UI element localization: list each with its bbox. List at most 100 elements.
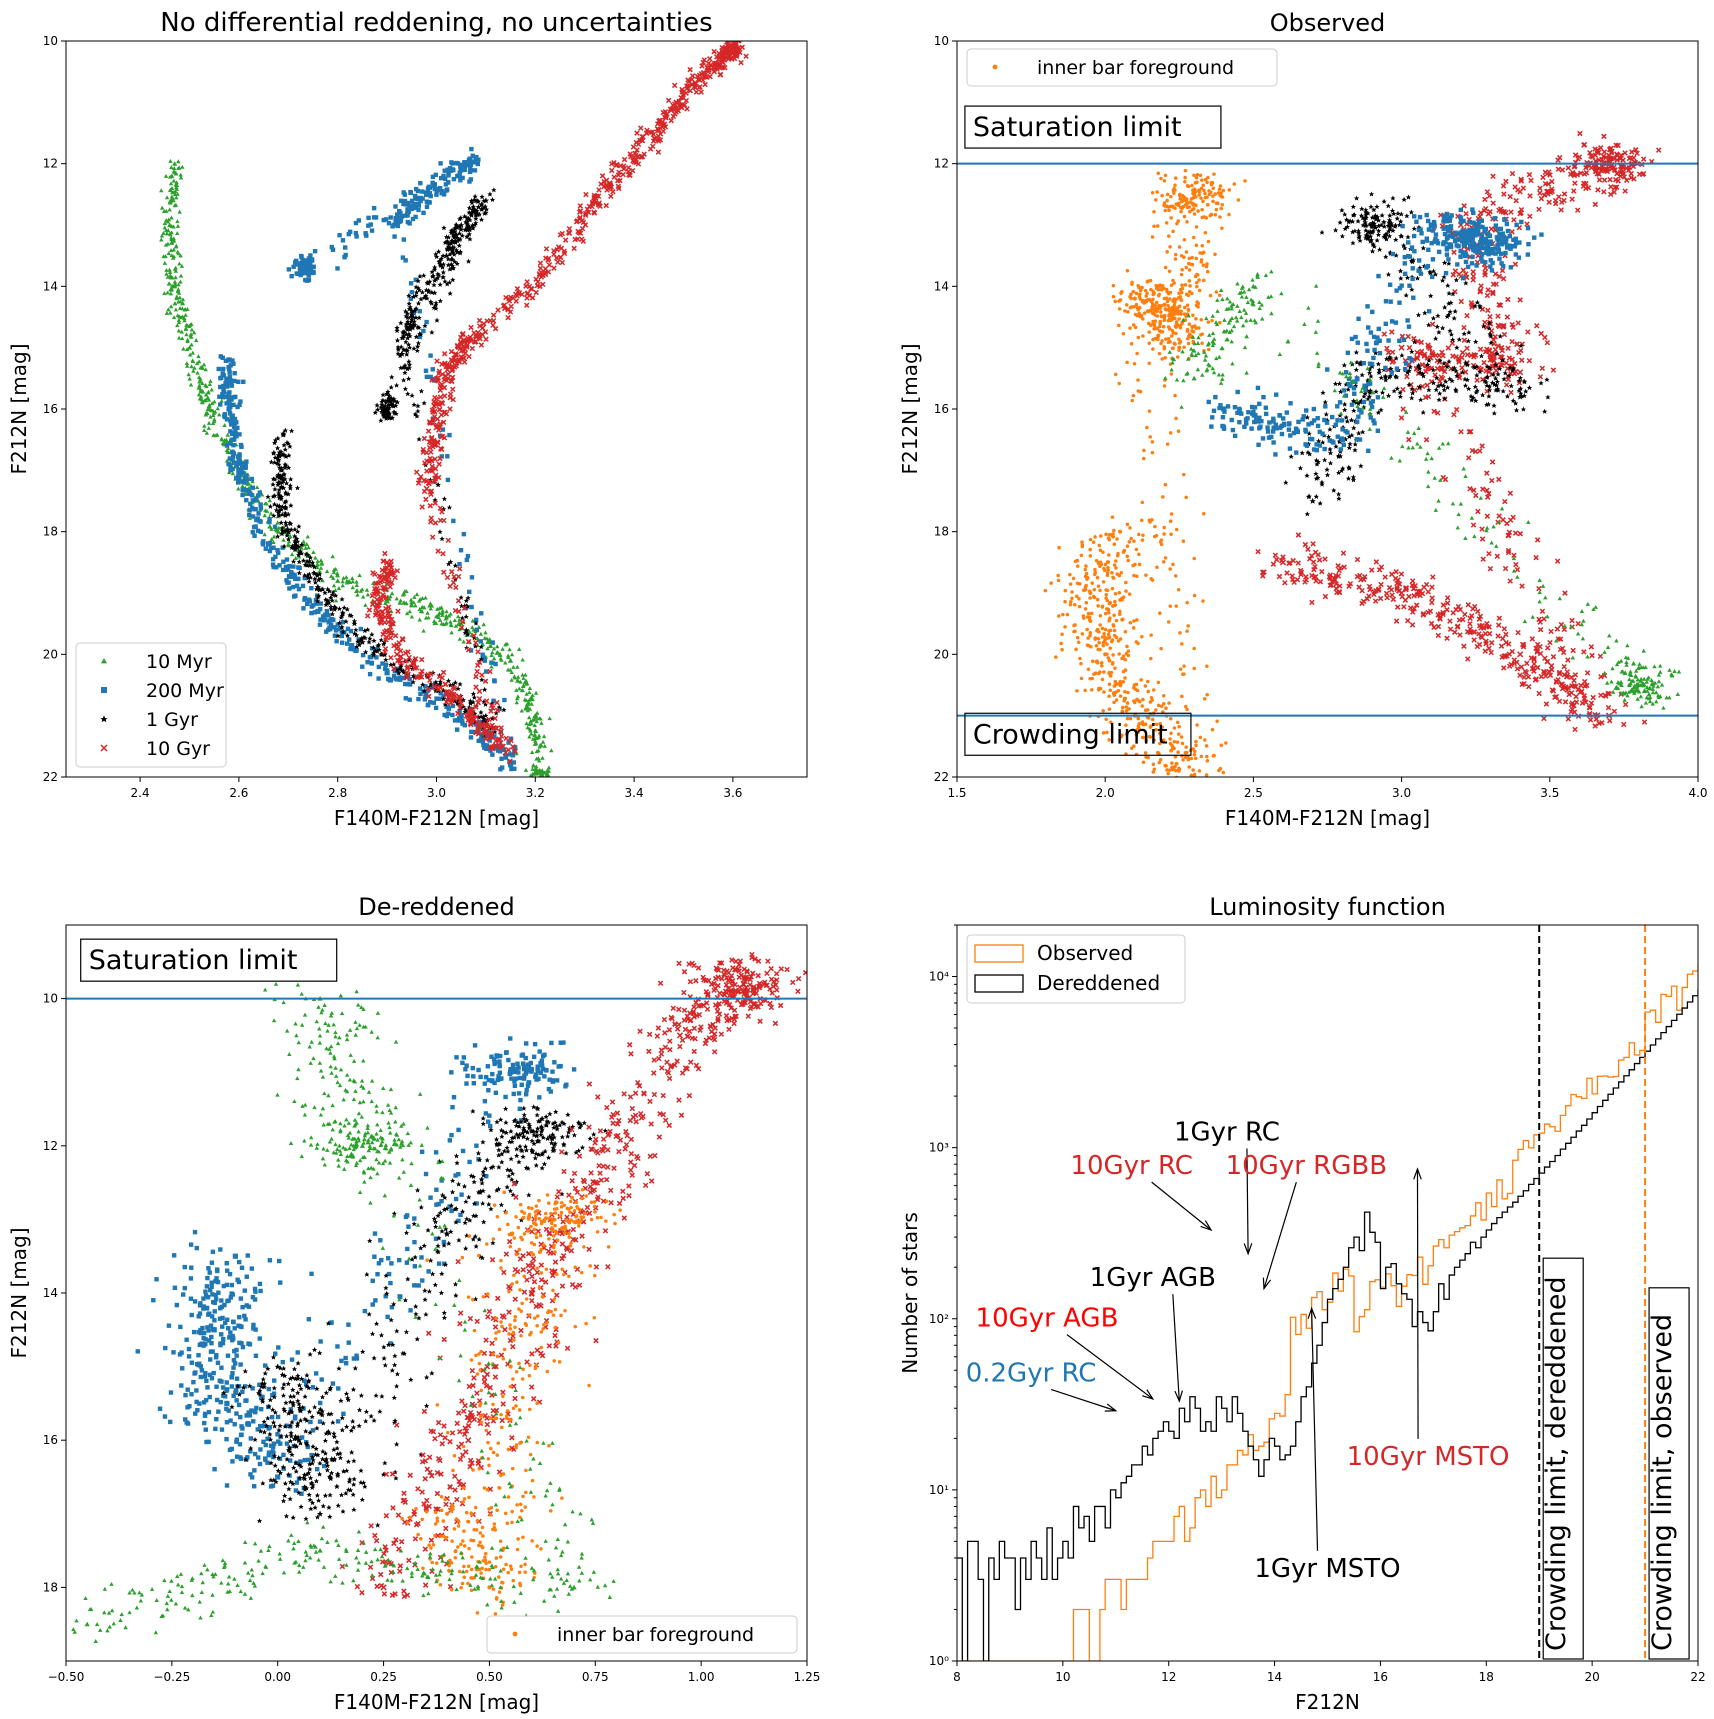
y-tick-label: 16 bbox=[43, 402, 58, 416]
y-tick-label: 20 bbox=[43, 647, 58, 661]
plot-area bbox=[957, 925, 1698, 1661]
y-tick-label: 16 bbox=[934, 402, 949, 416]
series-1-gyr bbox=[1283, 191, 1551, 517]
x-tick-label: 16 bbox=[1373, 1670, 1388, 1684]
series-inner-bar-foreground bbox=[400, 1188, 622, 1616]
x-tick-label: 14 bbox=[1267, 1670, 1282, 1684]
legend: inner bar foreground bbox=[486, 1615, 798, 1654]
chart-title: No differential reddening, no uncertaint… bbox=[160, 8, 712, 38]
lf-annotation: 1Gyr AGB bbox=[1090, 1263, 1216, 1293]
y-axis-label: F212N [mag] bbox=[7, 1227, 31, 1358]
lf-annotation: 1Gyr MSTO bbox=[1254, 1554, 1400, 1584]
x-tick-label: 1.5 bbox=[947, 786, 966, 800]
legend-label: 200 Myr bbox=[146, 680, 224, 702]
y-tick-label: 10² bbox=[929, 1312, 949, 1326]
lf-annotation: 10Gyr RGBB bbox=[1226, 1151, 1387, 1181]
crowding-label-box bbox=[1648, 1287, 1690, 1660]
arrow-head bbox=[1142, 1389, 1155, 1400]
y-tick-label: 10⁴ bbox=[929, 970, 949, 984]
legend-label: 1 Gyr bbox=[146, 709, 198, 731]
legend-label: inner bar foreground bbox=[1037, 57, 1234, 79]
y-tick-label: 10⁰ bbox=[929, 1654, 949, 1668]
x-axis-label: F140M-F212N [mag] bbox=[334, 806, 539, 830]
annotation-box bbox=[964, 712, 1192, 756]
y-tick-label: 10¹ bbox=[929, 1483, 949, 1497]
x-tick-label: 10 bbox=[1055, 1670, 1070, 1684]
x-tick-label: 3.0 bbox=[427, 786, 446, 800]
axes-frame bbox=[65, 924, 808, 1662]
y-tick-label: 22 bbox=[934, 770, 949, 784]
y-tick-label: 18 bbox=[43, 1580, 58, 1594]
y-axis-label: Number of stars bbox=[898, 1212, 922, 1374]
legend-box bbox=[966, 48, 1278, 87]
limit-annotation: Saturation limit bbox=[973, 112, 1182, 143]
legend-swatch bbox=[974, 944, 1024, 963]
x-tick-label: 3.5 bbox=[1540, 786, 1559, 800]
legend-label: 10 Myr bbox=[146, 651, 212, 673]
annotation-arrow bbox=[1050, 1388, 1116, 1412]
x-tick-label: 2.4 bbox=[131, 786, 150, 800]
lf-annotation: 10Gyr MSTO bbox=[1347, 1442, 1510, 1472]
plot-area bbox=[957, 130, 1698, 777]
lf-annotation: 1Gyr RC bbox=[1174, 1118, 1280, 1148]
legend: 10 Myr 200 Myr 1 Gyr 10 Gyr bbox=[75, 642, 227, 768]
x-tick-label: 22 bbox=[1690, 1670, 1705, 1684]
y-axis-label: F212N [mag] bbox=[898, 343, 922, 474]
x-tick-label: −0.50 bbox=[48, 1670, 85, 1684]
x-tick-label: 4.0 bbox=[1688, 786, 1707, 800]
x-tick-label: 2.5 bbox=[1244, 786, 1263, 800]
axes-frame bbox=[956, 40, 1699, 778]
legend: inner bar foreground bbox=[966, 48, 1278, 87]
crowding-limit-label: Crowding limit, observed bbox=[1647, 1314, 1678, 1651]
arrow-head bbox=[1200, 1220, 1213, 1232]
series-inner-bar-foreground bbox=[1043, 168, 1247, 777]
y-tick-label: 18 bbox=[43, 525, 58, 539]
series-10-myr bbox=[1163, 269, 1682, 710]
panel-luminosity-function: Crowding limit, dereddened Crowding limit… bbox=[898, 893, 1706, 1714]
x-tick-label: 20 bbox=[1585, 1670, 1600, 1684]
x-tick-label: 12 bbox=[1161, 1670, 1176, 1684]
x-tick-label: 1.25 bbox=[794, 1670, 821, 1684]
x-tick-label: −0.25 bbox=[153, 1670, 190, 1684]
x-tick-label: 3.6 bbox=[723, 786, 742, 800]
x-tick-label: 2.8 bbox=[328, 786, 347, 800]
series-1-gyr bbox=[265, 187, 507, 738]
chart-title: De-reddened bbox=[358, 893, 514, 921]
crowding-label-box bbox=[1542, 1257, 1584, 1660]
arrow-head bbox=[1104, 1403, 1118, 1412]
arrow-head bbox=[1262, 1277, 1272, 1291]
x-tick-label: 0.50 bbox=[476, 1670, 503, 1684]
y-tick-label: 14 bbox=[43, 1286, 58, 1300]
annotation-arrow bbox=[1416, 1169, 1419, 1439]
annotation-arrow bbox=[1263, 1181, 1297, 1289]
legend-label: inner bar foreground bbox=[557, 1624, 754, 1646]
arrow-head bbox=[1243, 1243, 1253, 1256]
y-axis-label: F212N [mag] bbox=[7, 343, 31, 474]
y-tick-label: 20 bbox=[934, 647, 949, 661]
y-tick-label: 10 bbox=[43, 34, 58, 48]
annotation-arrow bbox=[1151, 1181, 1212, 1231]
annotation-arrow bbox=[1172, 1294, 1180, 1402]
y-tick-label: 22 bbox=[43, 770, 58, 784]
x-tick-label: 0.75 bbox=[582, 1670, 609, 1684]
series-10-myr bbox=[71, 981, 616, 1643]
axes-frame bbox=[956, 924, 1699, 1662]
y-tick-label: 10 bbox=[934, 34, 949, 48]
x-tick-label: 8 bbox=[953, 1670, 961, 1684]
series-200-myr bbox=[216, 146, 518, 772]
x-tick-label: 0.25 bbox=[370, 1670, 397, 1684]
plot-area bbox=[159, 41, 749, 777]
limit-annotation: Crowding limit bbox=[973, 719, 1168, 750]
series-10-gyr bbox=[339, 951, 807, 1600]
x-tick-label: 3.0 bbox=[1392, 786, 1411, 800]
annotation-arrow bbox=[1246, 1148, 1249, 1254]
annotation-arrow bbox=[1311, 1308, 1319, 1551]
legend-box bbox=[486, 1615, 798, 1654]
legend-label: Dereddened bbox=[1037, 971, 1160, 995]
panel-no-differential-reddening: No differential reddening, no uncertaint… bbox=[7, 8, 808, 830]
series-10-gyr bbox=[364, 41, 749, 764]
lf-annotation: 10Gyr AGB bbox=[976, 1304, 1119, 1334]
y-tick-label: 10 bbox=[43, 992, 58, 1006]
y-tick-label: 18 bbox=[934, 525, 949, 539]
